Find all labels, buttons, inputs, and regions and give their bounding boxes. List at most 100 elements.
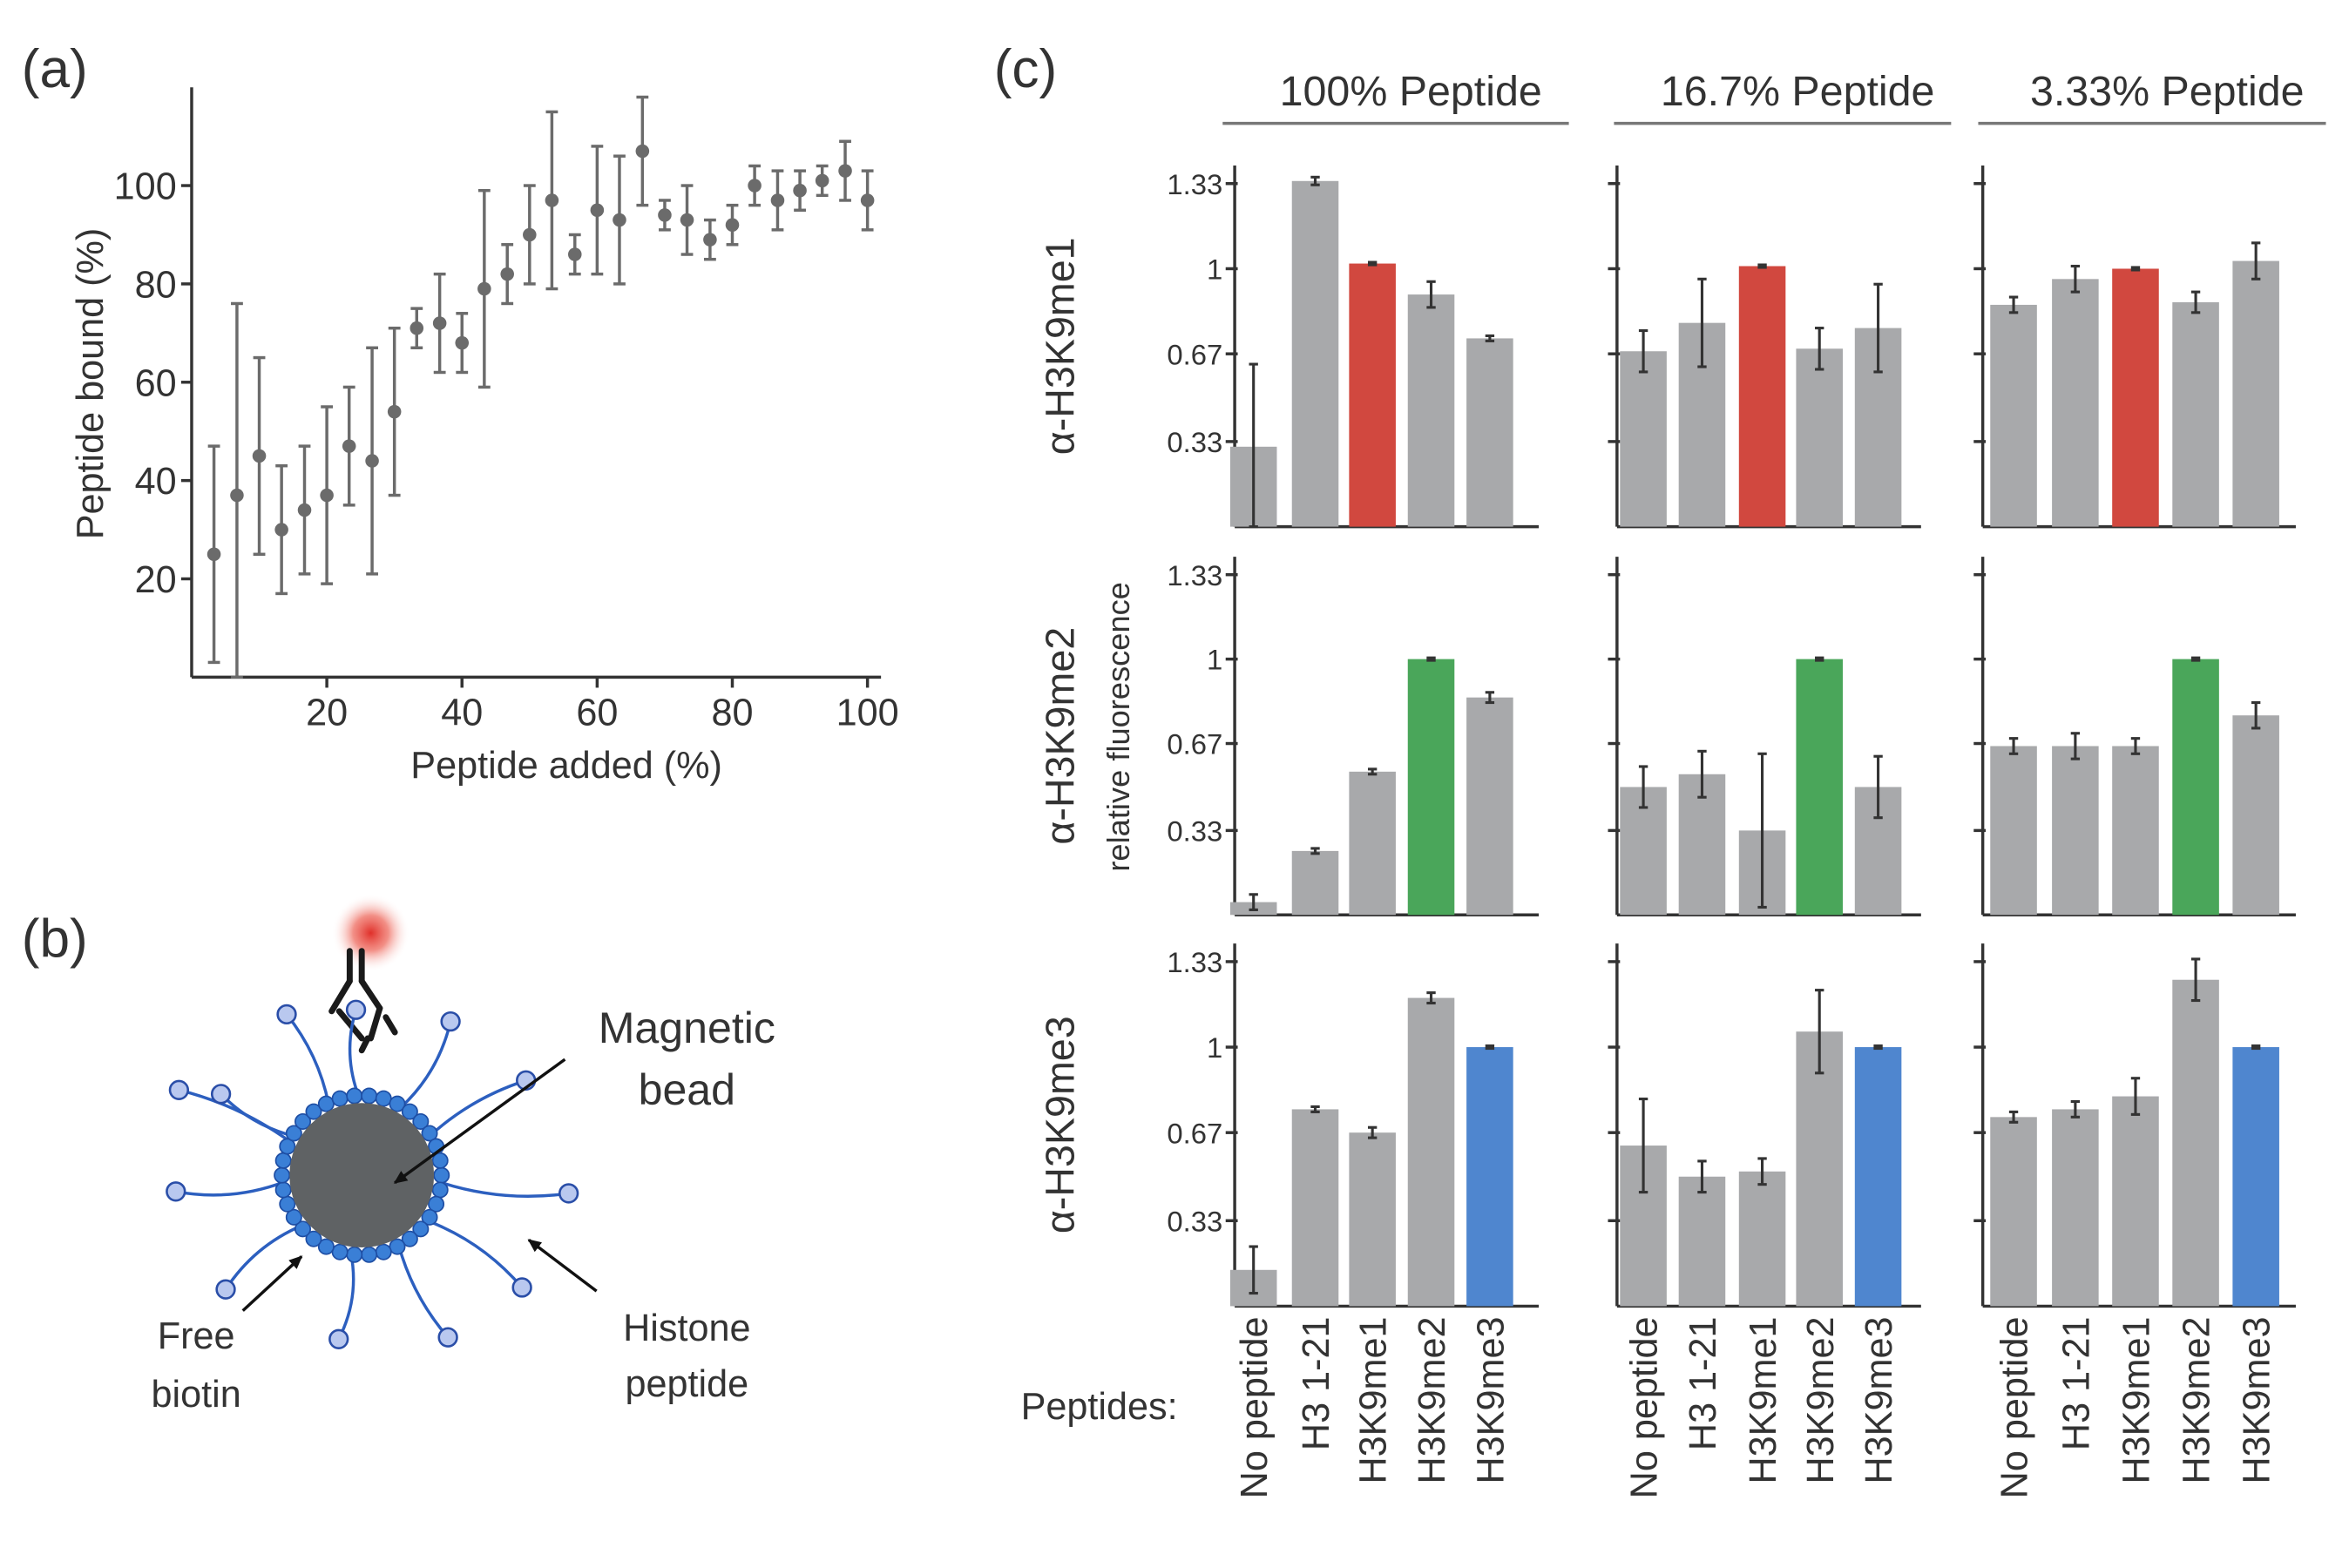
point-marker <box>523 227 537 242</box>
histone-label-line2: peptide <box>625 1363 748 1405</box>
bar <box>2112 746 2159 916</box>
bar <box>1349 1132 1396 1307</box>
data-point <box>815 164 829 198</box>
category-label: No peptide <box>1624 1317 1666 1499</box>
panel-y-tick-label: 0.67 <box>1167 338 1222 370</box>
x-tick-label: 80 <box>711 693 753 734</box>
peptide-head <box>511 1277 532 1298</box>
peptide-linker <box>337 1252 355 1341</box>
bar <box>1349 263 1396 527</box>
point-marker <box>230 488 244 503</box>
biotin-dot <box>375 1090 392 1107</box>
data-point <box>455 312 470 375</box>
peptide-head <box>210 1084 232 1105</box>
x-tick-label: 100 <box>836 693 899 734</box>
bar <box>1678 1176 1726 1307</box>
data-point <box>432 272 447 375</box>
biotin-dot <box>389 1238 406 1255</box>
category-label: H3K9me1 <box>2116 1317 2158 1484</box>
point-marker <box>432 316 447 330</box>
biotin-dot <box>421 1208 438 1226</box>
biotin-dot <box>305 1230 322 1247</box>
biotin-dot <box>361 1246 378 1263</box>
peptide-linker <box>396 1243 450 1339</box>
peptide-linker <box>439 1180 569 1198</box>
data-point <box>206 444 221 665</box>
biotin-dot <box>305 1103 322 1120</box>
data-point <box>568 233 582 276</box>
row-title: α-H3K9me3 <box>1037 1016 1082 1233</box>
data-point <box>793 169 807 212</box>
peptide-head <box>215 1279 236 1300</box>
bar-panel <box>1973 943 2296 1308</box>
category-label: H3K9me2 <box>1411 1317 1453 1484</box>
panel-a-scatter: 20 40 60 80 100 20 40 60 80 100 Peptide bound (%)… <box>70 87 899 787</box>
bar <box>2172 659 2219 916</box>
peptide-head <box>328 1328 349 1349</box>
biotin-dot <box>421 1125 438 1142</box>
bar-panel: 0.33 0.67 1 1.33 <box>1167 557 1540 917</box>
peptide-linker <box>285 1013 330 1105</box>
y-tick-label: 80 <box>135 264 177 306</box>
biotin-dot <box>274 1166 291 1184</box>
bar <box>2052 746 2099 916</box>
bar <box>1466 1047 1513 1307</box>
point-marker <box>635 144 650 159</box>
data-point <box>297 444 312 576</box>
bar <box>1349 771 1396 916</box>
bar <box>1466 697 1513 916</box>
point-marker <box>748 179 762 193</box>
category-label: H3 1-21 <box>2055 1317 2097 1451</box>
bead-surface-biotin <box>274 1087 450 1263</box>
peptide-linker <box>399 1021 452 1109</box>
point-marker <box>703 233 717 247</box>
y-tick-label: 40 <box>135 461 177 503</box>
row-title: α-H3K9me2 <box>1037 627 1082 845</box>
point-marker <box>725 218 740 232</box>
point-marker <box>342 439 356 453</box>
point-marker <box>658 208 672 222</box>
point-marker <box>793 183 807 198</box>
biotin-dot <box>285 1125 302 1142</box>
bar <box>1466 338 1513 527</box>
point-marker <box>252 449 267 463</box>
peptide-head <box>166 1181 186 1202</box>
data-point <box>252 355 267 557</box>
bar-panel: 0.33 0.67 1 1.33 <box>1167 166 1540 529</box>
biotin-dot <box>428 1195 445 1213</box>
data-point <box>703 218 717 261</box>
peptide-head <box>437 1327 458 1348</box>
biotin-dot <box>294 1220 312 1238</box>
fluorophore-glow <box>331 894 410 972</box>
bar <box>2232 715 2279 916</box>
panel-y-tick-label: 1.33 <box>1167 946 1222 978</box>
antibody-icon <box>328 948 398 1054</box>
peptide-linker <box>348 1009 361 1098</box>
point-marker <box>860 193 875 207</box>
point-marker <box>680 213 694 227</box>
y-tick-label: 60 <box>135 362 177 404</box>
biotin-dot <box>375 1243 392 1260</box>
bead-linkers <box>166 999 579 1349</box>
x-tick-label: 20 <box>306 693 348 734</box>
x-tick-label: 40 <box>441 693 483 734</box>
biotin-dot <box>401 1230 418 1247</box>
data-point <box>387 326 402 497</box>
biotin-dot <box>331 1243 349 1260</box>
data-point <box>838 139 852 202</box>
peptide-linker <box>425 1219 524 1289</box>
point-marker <box>455 335 470 350</box>
point-marker <box>815 173 829 188</box>
biotin-dot <box>412 1112 430 1130</box>
data-point <box>230 301 244 679</box>
histone-label-line1: Histone <box>623 1308 750 1349</box>
bead-arrow <box>393 1058 566 1185</box>
y-tick-label: 100 <box>114 166 177 208</box>
biotin-dot <box>331 1090 349 1107</box>
column-title: 3.33% Peptide <box>2030 68 2305 115</box>
bar <box>1990 746 2037 916</box>
data-point <box>613 154 626 286</box>
histone-arrow <box>527 1239 598 1293</box>
point-marker <box>477 281 491 296</box>
bar <box>2052 279 2099 527</box>
